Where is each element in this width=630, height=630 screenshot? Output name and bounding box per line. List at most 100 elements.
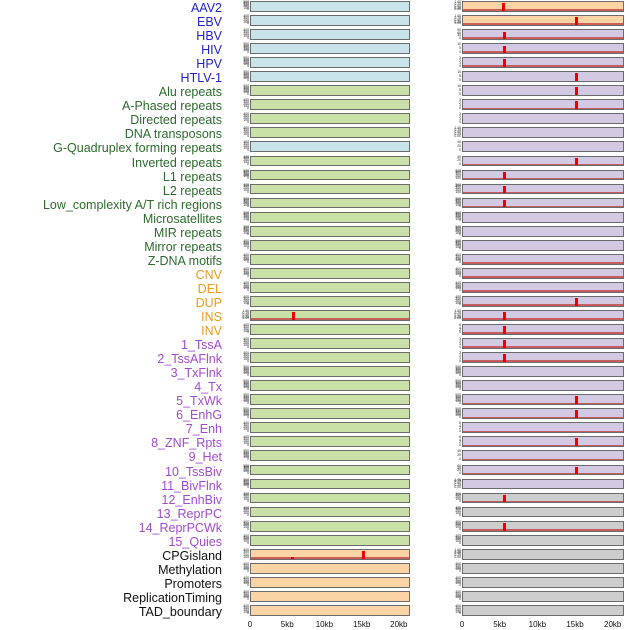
y-tick-label: 200 bbox=[455, 229, 461, 234]
track-box[interactable] bbox=[250, 169, 410, 181]
track-box[interactable] bbox=[462, 380, 624, 392]
track-box[interactable] bbox=[250, 15, 410, 26]
track-box[interactable] bbox=[462, 422, 624, 434]
track-box[interactable] bbox=[462, 1, 624, 12]
track-box[interactable] bbox=[462, 436, 624, 448]
track-box[interactable] bbox=[462, 352, 624, 363]
track-box[interactable] bbox=[462, 338, 624, 349]
track-box[interactable] bbox=[250, 380, 410, 392]
track-box[interactable] bbox=[462, 506, 624, 518]
track-box[interactable] bbox=[250, 239, 410, 251]
track-box[interactable] bbox=[250, 408, 410, 420]
track-box[interactable] bbox=[462, 604, 624, 616]
track-box[interactable] bbox=[462, 520, 624, 532]
y-tick-label: 0 bbox=[247, 218, 249, 223]
track-box[interactable] bbox=[462, 71, 624, 83]
track-box[interactable] bbox=[462, 43, 624, 54]
track-box[interactable] bbox=[462, 253, 624, 265]
track-box[interactable] bbox=[250, 436, 410, 448]
x-tick-label: 15kb bbox=[566, 620, 584, 629]
track-box[interactable] bbox=[462, 197, 624, 209]
track-box[interactable] bbox=[462, 113, 624, 125]
y-tick-label: 6 bbox=[459, 435, 461, 440]
y-tick-label: 300 bbox=[243, 338, 249, 343]
track-box[interactable] bbox=[250, 492, 410, 504]
track-box[interactable] bbox=[250, 394, 410, 406]
track-box[interactable] bbox=[462, 534, 624, 546]
track-box[interactable] bbox=[462, 85, 624, 97]
track-box[interactable] bbox=[250, 1, 410, 12]
track-box[interactable] bbox=[250, 113, 410, 125]
track-box[interactable] bbox=[250, 548, 410, 560]
track-box[interactable] bbox=[250, 338, 410, 349]
track-box[interactable] bbox=[462, 548, 624, 560]
track-box[interactable] bbox=[462, 324, 624, 335]
track-box[interactable] bbox=[462, 99, 624, 111]
track-box[interactable] bbox=[462, 576, 624, 588]
track-box[interactable] bbox=[462, 141, 624, 153]
track-box[interactable] bbox=[250, 562, 410, 574]
track-box[interactable] bbox=[250, 267, 410, 279]
track-box[interactable] bbox=[462, 57, 624, 69]
track-box[interactable] bbox=[250, 43, 410, 54]
track-box[interactable] bbox=[250, 57, 410, 69]
track-box[interactable] bbox=[462, 366, 624, 378]
track-box[interactable] bbox=[250, 352, 410, 363]
track-box[interactable] bbox=[462, 211, 624, 223]
track-box[interactable] bbox=[462, 492, 624, 504]
track-box[interactable] bbox=[462, 169, 624, 181]
track-baseline bbox=[463, 472, 623, 475]
track-box[interactable] bbox=[250, 590, 410, 602]
track-box[interactable] bbox=[250, 422, 410, 434]
track-box[interactable] bbox=[250, 141, 410, 153]
track-box[interactable] bbox=[250, 183, 410, 195]
y-tick-label: 40 bbox=[457, 465, 461, 470]
track-box[interactable] bbox=[250, 127, 410, 139]
track-box[interactable] bbox=[462, 590, 624, 602]
track-box[interactable] bbox=[462, 155, 624, 167]
track-box[interactable] bbox=[250, 281, 410, 293]
track-box[interactable] bbox=[462, 15, 624, 26]
track-box[interactable] bbox=[462, 281, 624, 293]
track-box[interactable] bbox=[250, 478, 410, 490]
track-box[interactable] bbox=[462, 450, 624, 462]
track-box[interactable] bbox=[250, 604, 410, 616]
track-box[interactable] bbox=[250, 211, 410, 223]
track-box[interactable] bbox=[462, 394, 624, 406]
track-box[interactable] bbox=[250, 85, 410, 97]
track-box[interactable] bbox=[462, 478, 624, 490]
track-box[interactable] bbox=[462, 239, 624, 251]
y-tick-label: 5 bbox=[459, 45, 461, 50]
track-box[interactable] bbox=[462, 408, 624, 420]
track-box[interactable] bbox=[250, 534, 410, 546]
track-box[interactable] bbox=[250, 295, 410, 307]
track-box[interactable] bbox=[250, 99, 410, 111]
track-box[interactable] bbox=[250, 29, 410, 40]
y-tick-label: 400 bbox=[455, 589, 461, 594]
track-box[interactable] bbox=[462, 127, 624, 139]
y-tick-label: 200 bbox=[455, 509, 461, 514]
track-box[interactable] bbox=[462, 225, 624, 237]
track-box[interactable] bbox=[250, 253, 410, 265]
track-box[interactable] bbox=[462, 464, 624, 476]
track-box[interactable] bbox=[250, 576, 410, 588]
track-box[interactable] bbox=[250, 506, 410, 518]
track-box[interactable] bbox=[250, 71, 410, 83]
track-box[interactable] bbox=[462, 183, 624, 195]
track-box[interactable] bbox=[462, 267, 624, 279]
track-box[interactable] bbox=[462, 310, 624, 321]
track-box[interactable] bbox=[250, 366, 410, 378]
track-box[interactable] bbox=[462, 29, 624, 40]
track-box[interactable] bbox=[462, 295, 624, 307]
track-box[interactable] bbox=[250, 197, 410, 209]
track-box[interactable] bbox=[250, 155, 410, 167]
y-tick-label: 0 bbox=[459, 274, 461, 279]
track-box[interactable] bbox=[250, 464, 410, 476]
track-box[interactable] bbox=[250, 324, 410, 335]
track-box[interactable] bbox=[462, 562, 624, 574]
track-box[interactable] bbox=[250, 225, 410, 237]
track-label: 2_TssAFlnk bbox=[157, 352, 222, 367]
track-box[interactable] bbox=[250, 520, 410, 532]
track-box[interactable] bbox=[250, 310, 410, 321]
track-box[interactable] bbox=[250, 450, 410, 462]
